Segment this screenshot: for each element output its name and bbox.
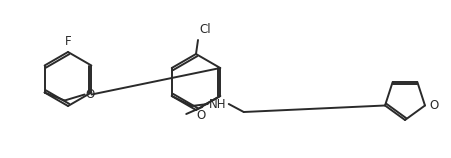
Text: O: O	[85, 88, 95, 101]
Text: O: O	[196, 109, 205, 122]
Text: NH: NH	[208, 97, 226, 110]
Text: Cl: Cl	[198, 23, 210, 36]
Text: F: F	[64, 35, 71, 48]
Text: O: O	[428, 99, 437, 112]
